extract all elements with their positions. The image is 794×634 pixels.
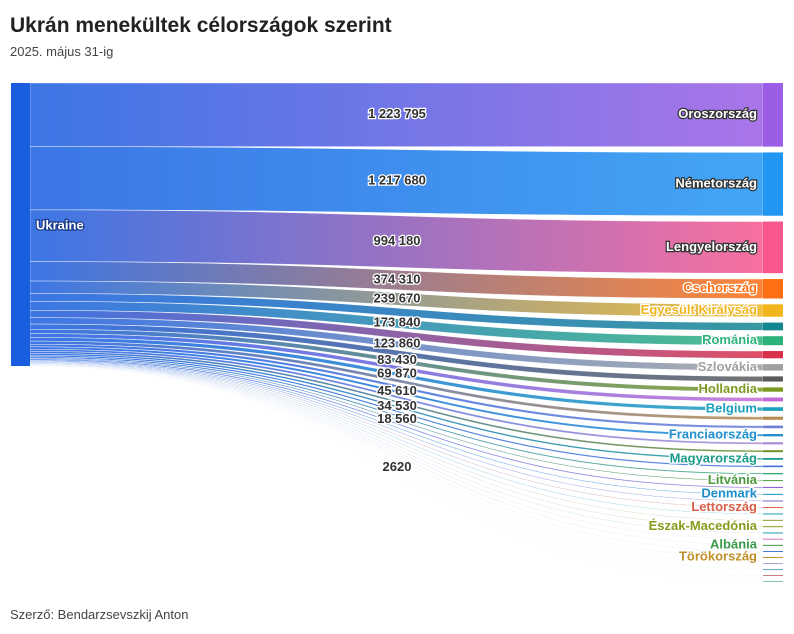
- target-label: Németország: [675, 176, 757, 191]
- target-node: [763, 450, 783, 453]
- target-node: [763, 416, 783, 420]
- flow: [29, 301, 764, 346]
- target-label: Csehország: [683, 280, 757, 295]
- target-node: [763, 387, 783, 392]
- value-label: 239 670: [374, 290, 421, 305]
- target-node: [763, 493, 783, 495]
- target-label: Albánia: [710, 536, 758, 551]
- target-label: Lettország: [691, 499, 757, 514]
- target-node: [763, 407, 783, 411]
- value-label: 2620: [383, 459, 412, 474]
- nodes: [11, 83, 783, 582]
- source-label: Ukraine: [36, 217, 84, 232]
- target-node: [763, 221, 783, 274]
- flow: [29, 280, 764, 317]
- flow: [29, 261, 764, 299]
- target-node: [763, 457, 783, 460]
- target-label: Belgium: [706, 400, 757, 415]
- target-node: [763, 376, 783, 382]
- target-node: [763, 279, 783, 299]
- flow: [29, 209, 764, 274]
- target-label: Szlovákia: [698, 359, 758, 374]
- target-label: Hollandia: [698, 381, 757, 396]
- target-label: Románia: [702, 332, 758, 347]
- value-label: 123 860: [374, 336, 421, 351]
- chart-title: Ukrán menekültek célországok szerint: [10, 14, 392, 37]
- value-label: 34 530: [377, 398, 417, 413]
- target-label: Litvánia: [708, 472, 758, 487]
- target-node: [763, 513, 783, 515]
- target-label: Lengyelország: [666, 239, 757, 254]
- value-label: 69 870: [377, 366, 417, 381]
- footer: Szerző: Bendarzsevszkij Anton: [10, 607, 188, 622]
- value-label: 1 223 795: [368, 106, 426, 121]
- target-node: [763, 550, 783, 552]
- target-node: [763, 526, 783, 528]
- flow: [29, 354, 764, 468]
- target-node: [763, 544, 783, 546]
- target-node: [763, 351, 783, 359]
- target-label: Franciaország: [669, 427, 757, 442]
- target-node: [763, 425, 783, 429]
- target-node: [763, 304, 783, 317]
- value-label: 18 560: [377, 411, 417, 426]
- target-node: [763, 480, 783, 482]
- target-node: [763, 580, 783, 582]
- value-label: 994 180: [374, 233, 421, 248]
- value-label: 45 610: [377, 383, 417, 398]
- target-node: [763, 563, 783, 565]
- target-node: [763, 486, 783, 489]
- target-node: [763, 322, 783, 331]
- target-label: Magyarország: [670, 450, 757, 465]
- target-node: [763, 434, 783, 437]
- value-label: 83 430: [377, 352, 417, 367]
- target-node: [763, 364, 783, 371]
- target-node: [763, 336, 783, 346]
- target-label: Észak-Macedónia: [649, 518, 758, 533]
- target-label: Egyesült Királyság: [641, 302, 757, 317]
- target-node: [763, 397, 783, 402]
- labels: 1 223 795 Oroszország 1 217 680 Németország…: [35, 105, 759, 565]
- flow: [29, 353, 764, 460]
- target-node: [763, 532, 783, 534]
- target-node: [763, 465, 783, 468]
- target-node: [763, 472, 783, 475]
- target-label: Denmark: [701, 486, 757, 501]
- value-label: 173 840: [374, 315, 421, 330]
- links: [29, 82, 764, 582]
- flow: [29, 317, 764, 371]
- target-node: [763, 569, 783, 571]
- target-label: Oroszország: [678, 106, 757, 121]
- flow: [29, 333, 764, 402]
- target-node: [763, 519, 783, 521]
- chart-subtitle: 2025. május 31-ig: [10, 44, 113, 59]
- target-node: [763, 507, 783, 509]
- target-node: [763, 557, 783, 559]
- target-node: [763, 442, 783, 445]
- value-label: 1 217 680: [368, 173, 426, 188]
- value-label: 374 310: [374, 271, 421, 286]
- target-label: Törökország: [679, 549, 757, 564]
- target-node: [763, 538, 783, 540]
- flow: [29, 351, 764, 453]
- target-node: [763, 575, 783, 577]
- target-node: [763, 500, 783, 502]
- flow: [29, 337, 764, 412]
- target-node: [763, 83, 783, 147]
- target-node: [763, 152, 783, 216]
- source-node: [11, 83, 30, 366]
